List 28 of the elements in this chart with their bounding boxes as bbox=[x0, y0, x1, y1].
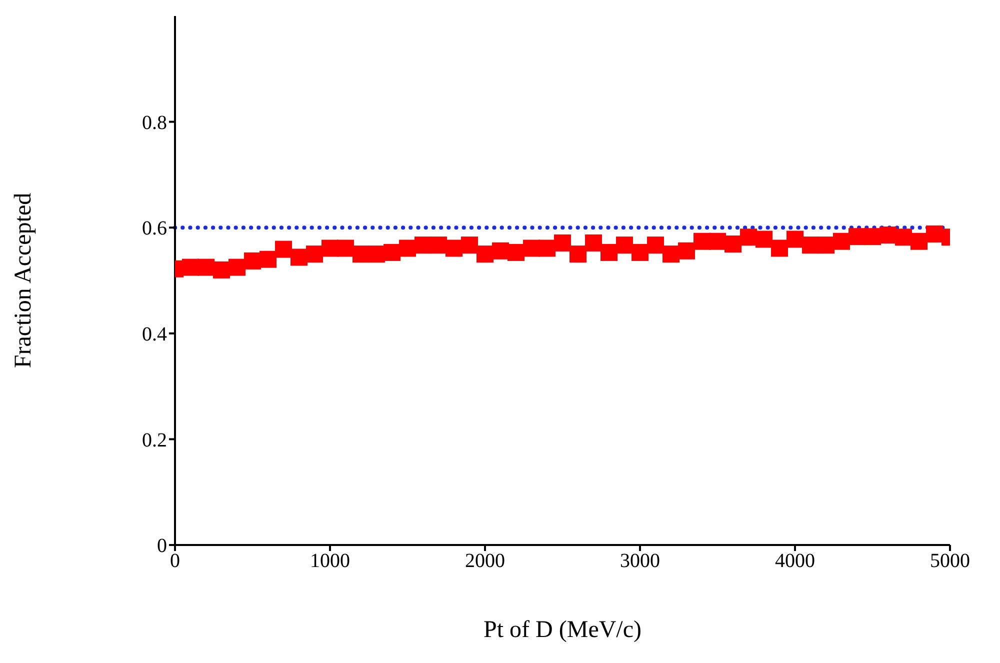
point bbox=[570, 246, 586, 263]
y-tick-label: 0.6 bbox=[142, 218, 167, 240]
point bbox=[275, 240, 292, 258]
point bbox=[476, 246, 494, 263]
x-tick-label: 1000 bbox=[310, 550, 350, 572]
x-tick-label: 2000 bbox=[465, 550, 505, 572]
y-tick-label: 0 bbox=[157, 535, 167, 558]
point bbox=[461, 236, 478, 254]
point bbox=[554, 234, 571, 252]
point bbox=[786, 230, 804, 248]
point bbox=[694, 232, 710, 250]
point bbox=[585, 234, 602, 252]
point bbox=[600, 244, 618, 261]
point bbox=[678, 242, 695, 260]
y-tick-label: 0.8 bbox=[142, 112, 167, 134]
point bbox=[756, 230, 772, 248]
point bbox=[647, 236, 664, 254]
x-tick-label: 4000 bbox=[775, 550, 815, 572]
point bbox=[260, 250, 276, 268]
x-tick-label: 3000 bbox=[620, 550, 660, 572]
point bbox=[662, 246, 680, 263]
x-axis-title: Pt of D (MeV/c) bbox=[484, 617, 642, 643]
point bbox=[771, 240, 788, 257]
y-axis-title: Fraction Accepted bbox=[10, 192, 37, 368]
x-tick-label: 5000 bbox=[930, 550, 970, 572]
point bbox=[290, 248, 308, 266]
y-tick-label: 0.2 bbox=[142, 429, 167, 452]
y-tick-label: 0.4 bbox=[142, 324, 167, 346]
